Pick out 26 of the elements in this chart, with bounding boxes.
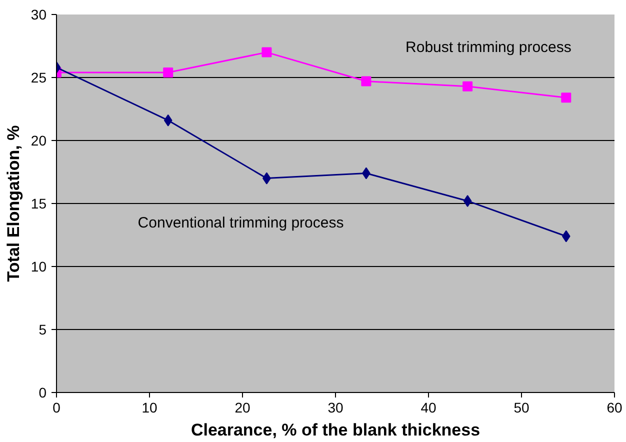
point bbox=[163, 67, 174, 78]
x-tick-label: 0 bbox=[52, 400, 61, 416]
x-tick-label: 10 bbox=[142, 400, 158, 416]
point bbox=[262, 47, 272, 58]
y-tick-label: 20 bbox=[30, 132, 47, 148]
x-tick-label: 20 bbox=[234, 400, 250, 416]
point bbox=[562, 230, 570, 242]
point bbox=[164, 114, 172, 126]
y-tick-label: 10 bbox=[30, 258, 47, 274]
x-tick-label: 30 bbox=[328, 400, 344, 416]
x-axis-title: Clearance, % of the blank thickness bbox=[190, 420, 480, 440]
text: Conventional trimming process bbox=[138, 214, 344, 232]
y-tick-label: 30 bbox=[30, 6, 47, 22]
x-tick-label: 40 bbox=[420, 400, 436, 416]
point bbox=[463, 194, 472, 207]
y-tick-label: 15 bbox=[30, 196, 47, 212]
point bbox=[361, 76, 372, 86]
point bbox=[462, 81, 473, 92]
y-axis-title: Total Elongation, % bbox=[4, 125, 23, 282]
x-tick-label: 60 bbox=[606, 400, 622, 416]
y-tick-label: 0 bbox=[38, 384, 47, 400]
series-label: Robust trimming process bbox=[406, 38, 572, 56]
y-tick-label: 5 bbox=[38, 322, 47, 338]
point bbox=[561, 92, 572, 103]
y-tick-label: 25 bbox=[30, 70, 47, 86]
x-tick-label: 50 bbox=[514, 400, 530, 416]
